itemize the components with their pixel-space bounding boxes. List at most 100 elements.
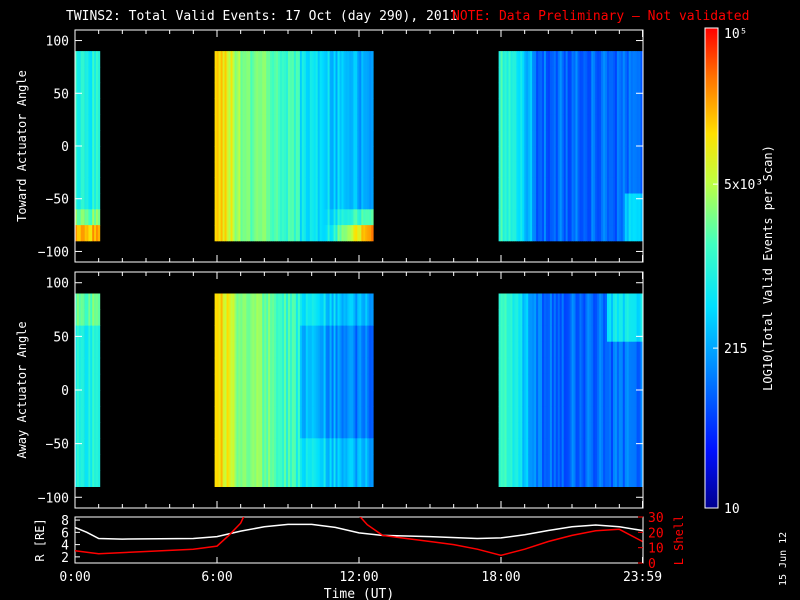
heatmap-cell — [84, 293, 87, 310]
heatmap-cell — [500, 438, 503, 455]
heatmap-cell — [553, 438, 557, 455]
heatmap-cell — [559, 373, 563, 391]
heatmap-cell — [551, 309, 555, 326]
heatmap-cell — [577, 82, 580, 99]
heatmap-cell — [565, 225, 569, 242]
heatmap-cell — [319, 406, 323, 423]
heatmap-cell — [573, 357, 576, 375]
heatmap-cell — [551, 293, 555, 310]
heatmap-cell — [216, 66, 219, 84]
heatmap-cell — [297, 51, 301, 68]
heatmap-cell — [234, 373, 237, 391]
heatmap-cell — [563, 422, 567, 439]
heatmap-cell — [561, 209, 565, 226]
heatmap-cell — [638, 422, 641, 439]
heatmap-cell — [355, 177, 358, 194]
heatmap-cell — [78, 309, 82, 326]
heatmap-cell — [295, 225, 299, 242]
heatmap-cell — [345, 357, 348, 375]
heatmap-cell — [526, 309, 529, 326]
heatmap-cell — [614, 225, 618, 242]
heatmap-cell — [620, 454, 624, 471]
heatmap-cell — [365, 422, 368, 439]
heatmap-cell — [92, 454, 95, 471]
heatmap-cell — [571, 325, 574, 343]
heatmap-cell — [96, 357, 99, 375]
heatmap-cell — [534, 438, 537, 455]
heatmap-cell — [315, 325, 319, 343]
heatmap-cell — [559, 341, 563, 359]
heatmap-cell — [293, 390, 297, 407]
heatmap-cell — [605, 177, 608, 194]
heatmap-cell — [345, 51, 348, 68]
heatmap-cell — [250, 225, 253, 242]
heatmap-cell — [313, 225, 317, 242]
heatmap-cell — [90, 438, 93, 455]
heatmap-cell — [244, 390, 247, 407]
heatmap-cell — [518, 66, 521, 84]
heatmap-cell — [540, 341, 543, 359]
heatmap-cell — [293, 406, 297, 423]
heatmap-cell — [288, 98, 291, 115]
heatmap-cell — [626, 66, 630, 84]
heatmap-cell — [365, 357, 368, 375]
heatmap-cell — [299, 193, 303, 210]
heatmap-cell — [299, 146, 303, 163]
heatmap-cell — [96, 373, 99, 391]
heatmap-cell — [544, 193, 547, 210]
heatmap-cell — [549, 130, 553, 147]
heatmap-cell — [290, 293, 293, 310]
heatmap-cell — [601, 146, 604, 163]
heatmap-cell — [365, 325, 368, 343]
heatmap-cell — [553, 325, 557, 343]
heatmap-cell — [246, 454, 249, 471]
heatmap-cell — [333, 325, 336, 343]
heatmap-cell — [577, 390, 580, 407]
heatmap-cell — [252, 373, 255, 391]
heatmap-cell — [528, 341, 531, 359]
heatmap-cell — [516, 422, 519, 439]
heatmap-cell — [222, 225, 225, 242]
heatmap-cell — [335, 454, 338, 471]
heatmap-cell — [569, 98, 572, 115]
heatmap-cell — [351, 114, 354, 131]
heatmap-cell — [76, 66, 80, 84]
heatmap-cell — [538, 422, 541, 439]
heatmap-cell — [323, 193, 326, 210]
heatmap-cell — [266, 130, 269, 147]
heatmap-cell — [80, 422, 83, 439]
heatmap-cell — [512, 114, 515, 131]
heatmap-cell — [609, 470, 612, 487]
heatmap-cell — [92, 193, 95, 210]
heatmap-cell — [510, 373, 513, 391]
heatmap-cell — [94, 438, 97, 455]
heatmap-cell — [254, 177, 257, 194]
heatmap-cell — [512, 454, 515, 471]
heatmap-cell — [266, 422, 269, 439]
heatmap-cell — [80, 309, 83, 326]
heatmap-cell — [96, 225, 99, 242]
heatmap-cell — [611, 454, 614, 471]
heatmap-cell — [526, 454, 529, 471]
heatmap-cell — [333, 130, 336, 147]
heatmap-cell — [575, 193, 578, 210]
heatmap-cell — [538, 406, 541, 423]
heatmap-cell — [353, 470, 356, 487]
heatmap-cell — [542, 406, 545, 423]
heatmap-cell — [614, 146, 618, 163]
heatmap-cell — [553, 209, 557, 226]
heatmap-cell — [565, 177, 569, 194]
heatmap-cell — [214, 98, 217, 115]
heatmap-cell — [76, 309, 80, 326]
heatmap-cell — [335, 177, 338, 194]
heatmap-cell — [222, 146, 225, 163]
y-tick-label: −50 — [46, 193, 69, 208]
heatmap-cell — [94, 454, 97, 471]
heatmap-cell — [636, 209, 639, 226]
heatmap-cell — [591, 82, 594, 99]
heatmap-cell — [359, 130, 362, 147]
heatmap-cell — [573, 193, 576, 210]
heatmap-cell — [282, 341, 285, 359]
heatmap-cell — [88, 82, 91, 99]
heatmap-cell — [286, 82, 289, 99]
